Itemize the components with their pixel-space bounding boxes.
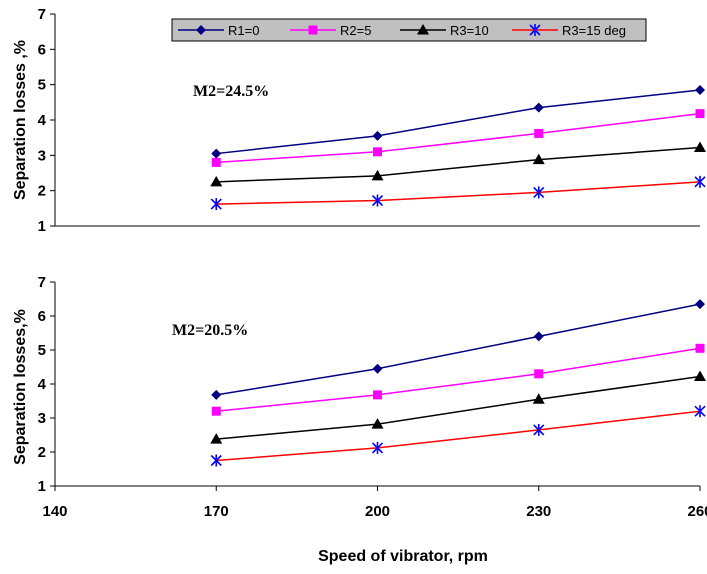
data-point [694,175,706,188]
data-point [532,153,545,165]
data-point [695,109,705,119]
y-tick-label: 3 [38,147,46,164]
data-point [210,175,223,187]
data-point [534,128,544,138]
series-line-r1-0 [216,89,701,155]
data-point [371,441,384,454]
y-tick-label: 3 [38,410,46,427]
data-point [372,130,383,141]
y-tick-label: 5 [38,77,46,94]
data-point [372,363,383,374]
bottom-annotation: M2=20.5% [172,322,248,339]
top-series [210,84,706,211]
data-point [371,418,384,429]
data-point [210,433,223,444]
series-line-r3-10 [216,146,701,183]
y-tick-label: 4 [38,112,47,129]
legend-marker [308,25,318,35]
legend-label: R3=15 deg [562,23,626,38]
legend-label: R1=0 [228,23,259,38]
y-tick-label: 2 [38,183,46,200]
data-point [211,389,222,400]
x-tick-label: 200 [365,503,390,520]
data-point [533,102,544,113]
legend: R1=0 R2=5 R3=10 R3=15 deg [171,18,647,42]
x-tick-label: 260 [687,503,707,520]
data-point [695,299,705,310]
y-tick-label: 5 [38,342,46,359]
series-line-r3-10 [216,375,701,440]
data-point [695,343,705,353]
legend-marker [529,24,541,36]
series-line-r2-5 [216,112,701,164]
y-tick-label: 6 [38,41,46,58]
top-y-axis-title: Separation losses ,% [12,40,29,200]
data-point [533,186,545,199]
data-point [533,331,544,342]
data-point [694,141,706,153]
data-point [532,393,545,404]
legend-marker [196,25,206,35]
data-point [694,370,706,382]
data-point [210,198,222,211]
legend-marker [417,24,429,35]
data-point [694,405,706,418]
data-point [210,454,222,467]
y-tick-label: 2 [38,444,46,461]
data-point [534,369,544,379]
data-point [695,84,705,95]
series-line-r2-5 [216,347,701,412]
x-tick-labels: 140 170 200 230 260 [42,486,707,520]
bottom-series [210,299,706,467]
x-axis-title: Speed of vibrator, rpm [318,548,488,565]
y-tick-label: 1 [38,478,46,495]
y-tick-label: 7 [38,6,46,23]
data-point [211,406,221,416]
data-point [373,390,382,400]
top-annotation: M2=24.5% [193,83,269,100]
bottom-y-axis-title: Separation losses,% [12,309,29,465]
data-point [211,148,222,159]
data-point [533,423,545,436]
legend-label: R2=5 [340,23,371,38]
top-axes: 1 2 3 4 5 6 7 [38,6,700,235]
series-line-r3-15-deg [216,181,701,205]
x-tick-label: 140 [42,503,67,520]
y-tick-label: 6 [38,308,46,325]
top-panel: 1 2 3 4 5 6 7 Separation losses ,% M2=24.5% R1… [12,6,706,235]
data-point [371,194,384,207]
series-line-r3-15-deg [216,410,701,462]
bottom-axes: 1 2 3 4 5 6 7 [38,274,700,495]
bottom-panel: 1 2 3 4 5 6 7 Separation losses,% M2=20.5% 140… [12,274,707,565]
x-tick-label: 230 [526,503,551,520]
x-tick-label: 170 [204,503,229,520]
y-tick-label: 4 [38,376,47,393]
data-point [211,157,221,167]
data-point [371,169,384,181]
legend-label: R3=10 [450,23,489,38]
y-tick-label: 7 [38,274,46,291]
data-point [373,147,382,157]
y-tick-label: 1 [38,218,46,235]
series-line-r1-0 [216,303,701,396]
